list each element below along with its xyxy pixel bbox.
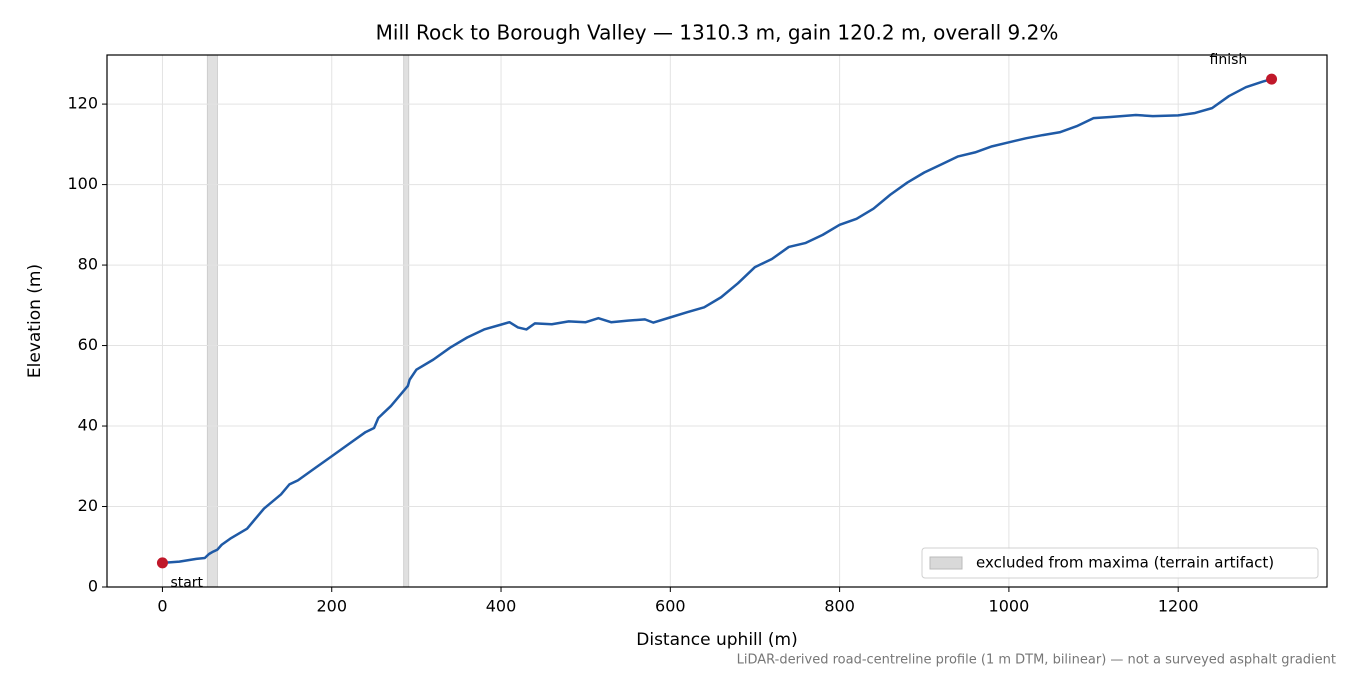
x-tick-label: 800: [824, 597, 855, 616]
annotation: finish: [1210, 52, 1248, 68]
y-tick-label: 80: [78, 255, 98, 274]
legend-box: [921, 547, 1319, 579]
y-tick-label: 100: [67, 174, 98, 193]
x-tick-label: 1000: [989, 597, 1030, 616]
x-tick-label: 600: [655, 597, 686, 616]
y-tick-label: 120: [67, 94, 98, 113]
legend-swatch: [929, 556, 963, 570]
chart-title: Mill Rock to Borough Valley — 1310.3 m, …: [376, 21, 1059, 45]
excluded-span: [403, 54, 410, 588]
y-tick-label: 40: [78, 416, 98, 435]
annotation: start: [170, 575, 203, 591]
legend-label: excluded from maxima (terrain artifact): [976, 554, 1274, 572]
x-tick-label: 0: [157, 597, 167, 616]
footnote: LiDAR-derived road-centreline profile (1…: [737, 653, 1336, 668]
x-tick-label: 200: [316, 597, 347, 616]
excluded-span: [206, 54, 218, 588]
x-axis-label: Distance uphill (m): [636, 630, 797, 650]
x-tick-label: 400: [486, 597, 517, 616]
elevation-line: [162, 77, 1272, 565]
y-axis-label: Elevation (m): [25, 264, 45, 378]
endpoint-marker: [1266, 73, 1278, 85]
y-tick-label: 60: [78, 335, 98, 354]
plot-frame: [106, 54, 1328, 588]
endpoint-marker: [156, 557, 168, 569]
y-tick-label: 20: [78, 496, 98, 515]
y-tick-label: 0: [88, 577, 98, 596]
x-tick-label: 1200: [1158, 597, 1199, 616]
